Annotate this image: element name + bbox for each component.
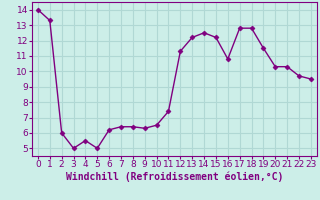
X-axis label: Windchill (Refroidissement éolien,°C): Windchill (Refroidissement éolien,°C)	[66, 172, 283, 182]
